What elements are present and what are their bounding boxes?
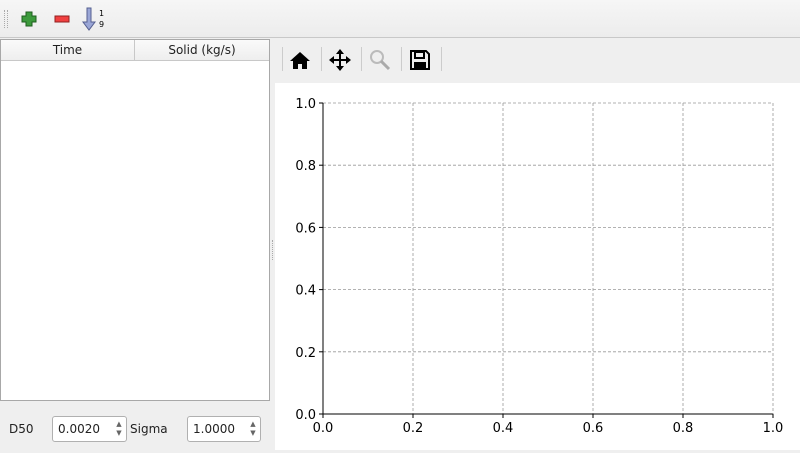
spin-arrows-icon[interactable]: ▲ ▼ [250, 420, 256, 437]
save-icon [410, 50, 430, 70]
splitter-handle[interactable] [272, 240, 274, 260]
parameters-panel: D50 0.0020 ▲ ▼ Sigma 1.0000 ▲ ▼ [0, 410, 272, 450]
d50-spinbox[interactable]: 0.0020 ▲ ▼ [52, 416, 127, 442]
x-tick-label: 0.0 [313, 421, 334, 436]
y-tick-label: 1.0 [295, 97, 316, 112]
chart-area: 0.0 0.2 0.4 0.6 0.8 1.0 0.0 0.2 0.4 0.6 0.8 1.0 [295, 97, 784, 436]
spin-arrows-icon[interactable]: ▲ ▼ [116, 420, 122, 437]
pan-button[interactable] [328, 48, 352, 72]
pan-icon [329, 49, 351, 71]
svg-text:1: 1 [99, 9, 104, 18]
save-button[interactable] [408, 48, 432, 72]
zoom-icon [370, 50, 391, 71]
add-row-button[interactable] [17, 7, 41, 31]
column-header-solid[interactable]: Solid (kg/s) [168, 43, 236, 57]
y-tick-label: 0.6 [295, 221, 316, 236]
sort-icon: 19 [82, 7, 104, 31]
zoom-button[interactable] [368, 48, 392, 72]
x-tick-label: 0.2 [403, 421, 424, 436]
sigma-spinbox[interactable]: 1.0000 ▲ ▼ [187, 416, 261, 442]
y-tick-label: 0.2 [295, 346, 316, 361]
plot-toolbar [275, 38, 800, 83]
x-tick-label: 0.8 [673, 421, 694, 436]
d50-value: 0.0020 [58, 422, 100, 436]
sigma-value: 1.0000 [193, 422, 235, 436]
y-tick-label: 0.4 [295, 284, 316, 299]
toolbar-grip[interactable] [4, 10, 8, 28]
d50-label: D50 [9, 422, 34, 436]
x-tick-label: 0.4 [493, 421, 514, 436]
y-tick-label: 0.8 [295, 159, 316, 174]
x-tick-label: 1.0 [763, 421, 784, 436]
sigma-label: Sigma [130, 422, 168, 436]
y-tick-label: 0.0 [295, 408, 316, 423]
plot-figure[interactable]: 0.0 0.2 0.4 0.6 0.8 1.0 0.0 0.2 0.4 0.6 0.8 1.0 [275, 83, 800, 450]
home-button[interactable] [288, 48, 312, 72]
home-icon [290, 52, 310, 69]
x-tick-label: 0.6 [583, 421, 604, 436]
plus-icon [21, 11, 37, 27]
svg-text:9: 9 [99, 20, 104, 29]
column-header-time[interactable]: Time [1, 40, 135, 60]
minus-icon [54, 15, 70, 23]
remove-row-button[interactable] [50, 7, 74, 31]
data-table[interactable]: Time Solid (kg/s) [0, 39, 270, 401]
